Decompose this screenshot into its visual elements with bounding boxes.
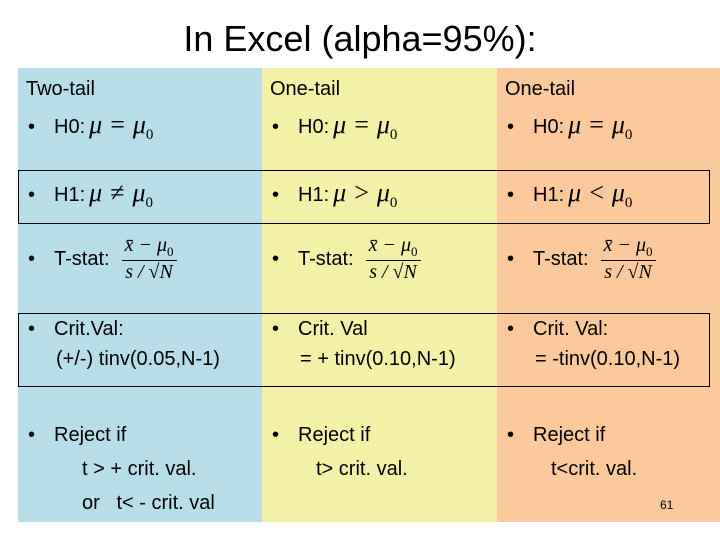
- formula-sub: 0: [145, 195, 154, 212]
- crit-line: Crit. Val:: [507, 318, 608, 341]
- row-outline: [18, 313, 710, 387]
- formula-op: =: [354, 110, 369, 139]
- reject-line: Reject if: [507, 424, 605, 447]
- formula: μ < μ0: [568, 178, 632, 212]
- tstat-label: T-stat:: [28, 248, 110, 271]
- formula-op: ≠: [110, 178, 125, 207]
- denominator: s / √N: [369, 261, 417, 283]
- formula-right: μ: [611, 178, 625, 207]
- formula-op: <: [589, 178, 604, 207]
- reject-line: t<crit. val.: [551, 458, 638, 480]
- formula-sub: 0: [145, 127, 154, 144]
- formula-sub: 0: [624, 127, 633, 144]
- formula: μ = μ0: [333, 110, 397, 144]
- formula-left: μ: [568, 178, 582, 207]
- h0-label: H0:: [507, 116, 564, 139]
- numerator: x̄ − μ0: [600, 234, 656, 261]
- reject-line: t> crit. val.: [316, 458, 408, 480]
- page-number: 61: [660, 498, 674, 512]
- crit-line: Crit.Val:: [28, 318, 124, 341]
- numerator-text: x̄ − μ: [124, 234, 167, 256]
- tstat-row: T-stat:x̄ − μ0s / √N: [272, 234, 421, 284]
- h1-label: H1:: [28, 184, 85, 207]
- numerator-text: x̄ − μ: [603, 234, 646, 256]
- crit-line: = + tinv(0.10,N-1): [300, 348, 456, 370]
- formula-left: μ: [333, 178, 347, 207]
- h0-row: H0:μ=μ0: [272, 110, 397, 144]
- numerator: x̄ − μ0: [121, 234, 177, 261]
- formula-right: μ: [376, 110, 390, 139]
- h0-label: H0:: [272, 116, 329, 139]
- tstat-row: T-stat:x̄ − μ0s / √N: [507, 234, 656, 284]
- h1-label: H1:: [507, 184, 564, 207]
- formula-left: μ: [89, 110, 103, 139]
- formula-op: =: [110, 110, 125, 139]
- fraction: x̄ − μ0 s / √N: [365, 234, 421, 284]
- fraction: x̄ − μ0 s / √N: [600, 234, 656, 284]
- crit-line: Crit. Val: [272, 318, 368, 341]
- formula-sub: 0: [389, 127, 398, 144]
- formula: μ > μ0: [333, 178, 397, 212]
- formula-left: μ: [568, 110, 582, 139]
- column-header: One-tail: [270, 78, 341, 100]
- formula-right: μ: [132, 110, 146, 139]
- numerator-text: x̄ − μ: [368, 234, 411, 256]
- denominator: s / √N: [125, 261, 173, 283]
- tstat-label: T-stat:: [507, 248, 589, 271]
- numerator: x̄ − μ0: [365, 234, 421, 261]
- formula-right: μ: [611, 110, 625, 139]
- slide-title: In Excel (alpha=95%):: [183, 18, 537, 59]
- formula-left: μ: [333, 110, 347, 139]
- h0-row: H0:μ=μ0: [507, 110, 632, 144]
- denominator: s / √N: [604, 261, 652, 283]
- formula-sub: 0: [389, 195, 398, 212]
- reject-line: t > + crit. val.: [82, 458, 197, 480]
- formula-sub: 0: [624, 195, 633, 212]
- column-header: Two-tail: [26, 78, 95, 100]
- reject-line: Reject if: [272, 424, 370, 447]
- numerator-sub: 0: [167, 244, 174, 259]
- crit-line: (+/-) tinv(0.05,N-1): [56, 348, 220, 370]
- tstat-label: T-stat:: [272, 248, 354, 271]
- numerator-sub: 0: [411, 244, 418, 259]
- row-outline: [18, 170, 710, 224]
- h1-row: H1:μ>μ0: [272, 178, 397, 212]
- formula-left: μ: [89, 178, 103, 207]
- column-header: One-tail: [505, 78, 576, 100]
- h0-row: H0:μ=μ0: [28, 110, 153, 144]
- formula-op: =: [589, 110, 604, 139]
- reject-line: or t< - crit. val: [82, 492, 215, 514]
- h0-label: H0:: [28, 116, 85, 139]
- formula-op: >: [354, 178, 369, 207]
- h1-row: H1:μ<μ0: [507, 178, 632, 212]
- formula: μ ≠ μ0: [89, 178, 153, 212]
- numerator-sub: 0: [646, 244, 653, 259]
- formula: μ = μ0: [568, 110, 632, 144]
- fraction: x̄ − μ0 s / √N: [121, 234, 177, 284]
- tstat-row: T-stat:x̄ − μ0s / √N: [28, 234, 177, 284]
- formula-right: μ: [376, 178, 390, 207]
- reject-line: Reject if: [28, 424, 126, 447]
- crit-line: = -tinv(0.10,N-1): [535, 348, 681, 370]
- h1-row: H1:μ≠μ0: [28, 178, 153, 212]
- formula-right: μ: [132, 178, 146, 207]
- formula: μ = μ0: [89, 110, 153, 144]
- h1-label: H1:: [272, 184, 329, 207]
